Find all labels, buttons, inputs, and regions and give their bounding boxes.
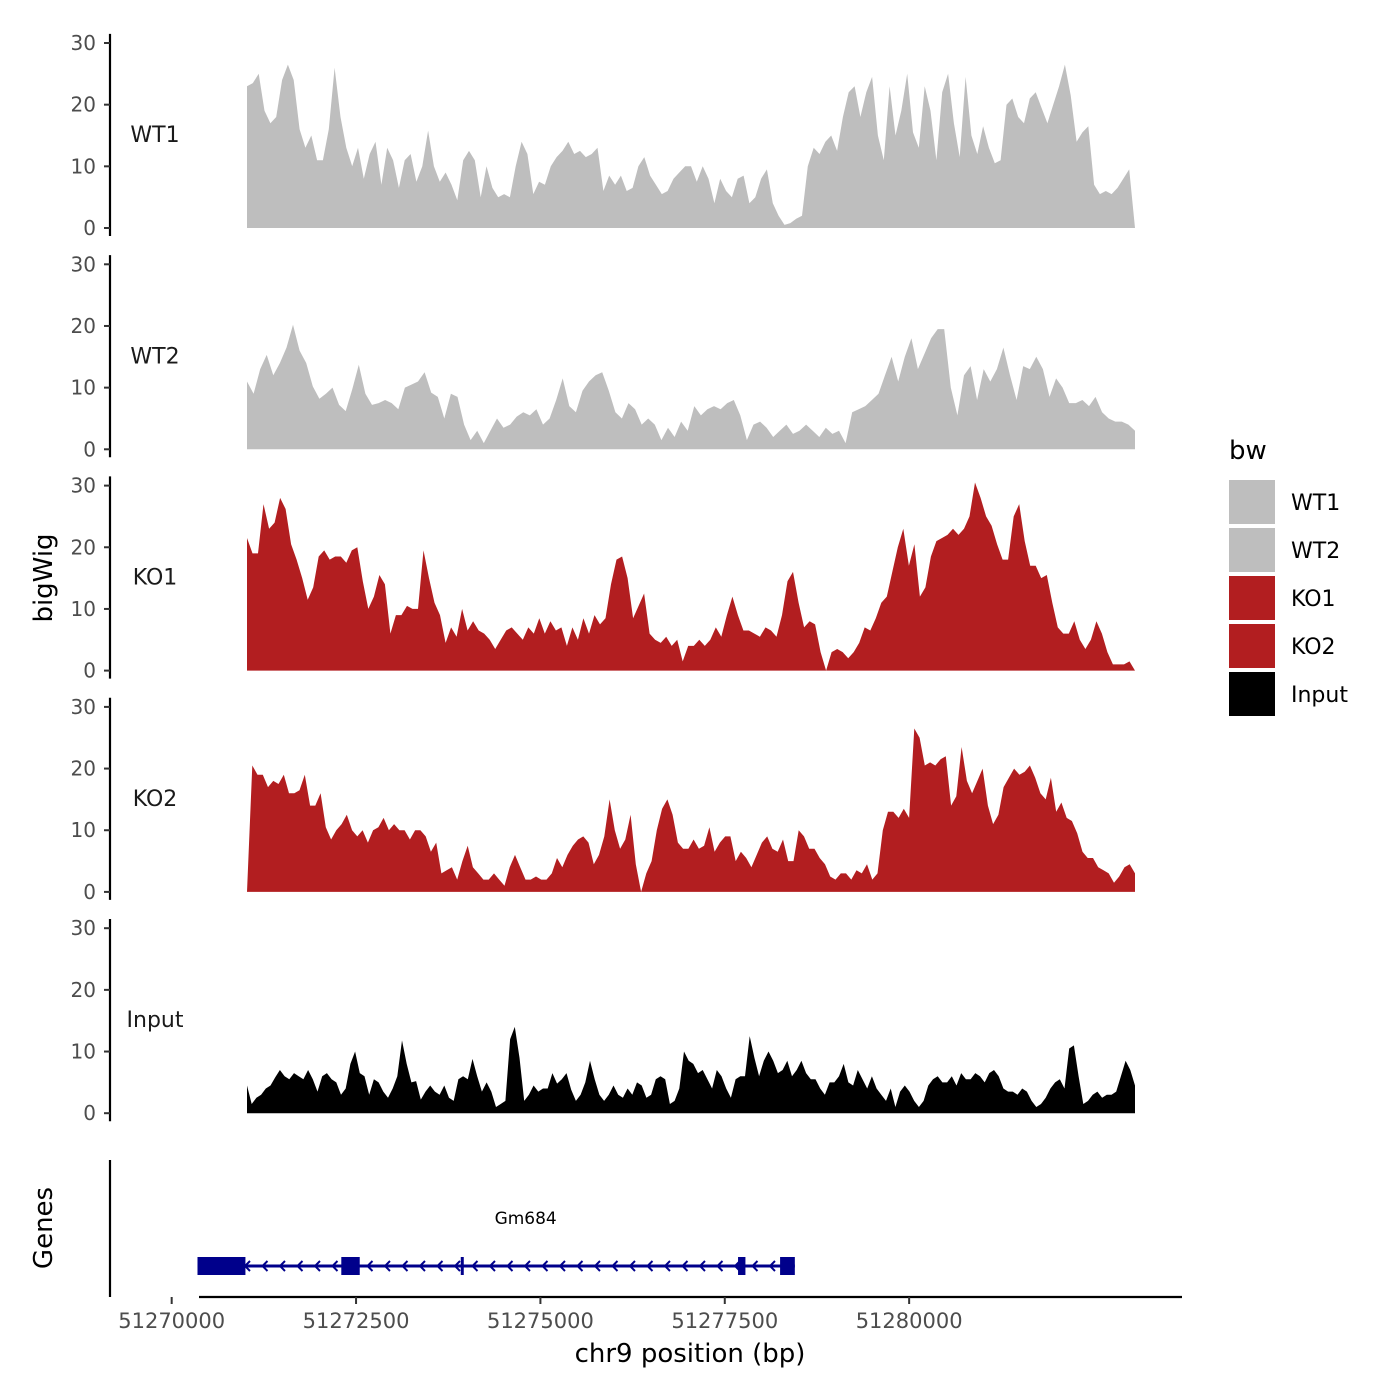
legend-label-Input: Input [1291,683,1348,708]
strand-arrow [768,1260,776,1272]
y-tick-label: 20 [71,757,96,781]
y-tick-label: 0 [83,216,96,240]
y-tick-label: 10 [71,154,96,178]
track-panel-WT2: 0 10 20 30 WT2 [71,252,1135,461]
strand-arrow [366,1260,374,1272]
strand-arrow [506,1260,514,1272]
x-tick-label: 51280000 [856,1309,963,1333]
strand-arrow [313,1260,321,1272]
strand-arrow [751,1260,759,1272]
strand-arrow [383,1260,391,1272]
strand-arrow [436,1260,444,1272]
x-axis-label: chr9 position (bp) [575,1339,806,1369]
strand-arrow [681,1260,689,1272]
x-tick-label: 51272500 [303,1309,410,1333]
track-panel-WT1: 0 10 20 30 WT1 [71,31,1135,240]
y-tick-label: 20 [71,314,96,338]
track-panel-KO2: 0 10 20 30 KO2 [71,695,1135,904]
track-panel-Input: 0 10 20 30 Input [71,916,1135,1125]
area-KO1 [247,482,1135,671]
gene-exon [738,1257,746,1275]
track-label-KO2: KO2 [133,787,178,812]
area-Input [247,1026,1135,1114]
strand-arrow [331,1260,339,1272]
y-tick-label: 30 [71,695,96,719]
y-tick-label: 10 [71,376,96,400]
track-label-WT2: WT2 [130,344,179,369]
area-KO2 [247,728,1135,892]
y-tick-label: 10 [71,597,96,621]
area-WT1 [247,64,1135,228]
gene-name-label: Gm684 [495,1209,557,1229]
strand-arrow [418,1260,426,1272]
track-label-WT1: WT1 [130,123,179,148]
legend: bw WT1 WT2 KO1 KO2 Input [1229,436,1348,716]
y-tick-label: 30 [71,474,96,498]
strand-arrow [628,1260,636,1272]
legend-swatch-KO2 [1229,624,1275,668]
y-tick-label: 20 [71,535,96,559]
strand-arrow [471,1260,479,1272]
strand-arrow [488,1260,496,1272]
y-tick-label: 0 [83,659,96,683]
y-tick-label: 10 [71,1040,96,1064]
y-tick-label: 10 [71,818,96,842]
legend-swatch-WT1 [1229,480,1275,524]
legend-swatch-KO1 [1229,576,1275,620]
y-tick-label: 0 [83,437,96,461]
gene-exon [341,1257,360,1275]
legend-label-WT1: WT1 [1291,491,1340,516]
legend-label-KO2: KO2 [1291,635,1336,660]
strand-arrow [576,1260,584,1272]
strand-arrow [541,1260,549,1272]
gene-exon [460,1257,464,1275]
gene-exon [197,1257,246,1275]
legend-swatch-WT2 [1229,528,1275,572]
strand-arrow [663,1260,671,1272]
gene-exon [780,1257,795,1275]
y-tick-label: 20 [71,93,96,117]
legend-title: bw [1229,436,1267,466]
y-axis-label: bigWig [29,533,59,622]
strand-arrow [698,1260,706,1272]
track-label-KO1: KO1 [133,566,178,591]
strand-arrow [278,1260,286,1272]
y-tick-label: 30 [71,916,96,940]
strand-arrow [593,1260,601,1272]
x-tick-label: 51270000 [118,1309,225,1333]
x-tick-label: 51277500 [671,1309,778,1333]
legend-label-WT2: WT2 [1291,539,1340,564]
y-tick-label: 30 [71,31,96,55]
strand-arrow [453,1260,461,1272]
legend-label-KO1: KO1 [1291,587,1336,612]
strand-arrow [558,1260,566,1272]
y-tick-label: 30 [71,252,96,276]
track-panel-KO1: 0 10 20 30 KO1 [71,474,1135,683]
y-tick-label: 20 [71,978,96,1002]
strand-arrow [401,1260,409,1272]
y-tick-label: 0 [83,880,96,904]
track-panels: 0 10 20 30 WT1 0 10 20 30 WT2 0 10 20 30 KO1 0 10 20 30 KO2… [71,31,1135,1125]
gene-panel: Gm684 [108,1160,795,1297]
y-tick-label: 0 [83,1101,96,1125]
track-label-Input: Input [127,1008,184,1033]
strand-arrow [261,1260,269,1272]
strand-arrow [523,1260,531,1272]
genes-panel-label: Genes [29,1187,59,1269]
strand-arrow [716,1260,724,1272]
strand-arrow [296,1260,304,1272]
legend-swatch-Input [1229,672,1275,716]
x-tick-label: 51275000 [487,1309,594,1333]
strand-arrow [611,1260,619,1272]
area-WT2 [247,324,1135,450]
strand-arrow [646,1260,654,1272]
x-axis: 51270000 51272500 51275000 51277500 51280000 [118,1295,1182,1333]
